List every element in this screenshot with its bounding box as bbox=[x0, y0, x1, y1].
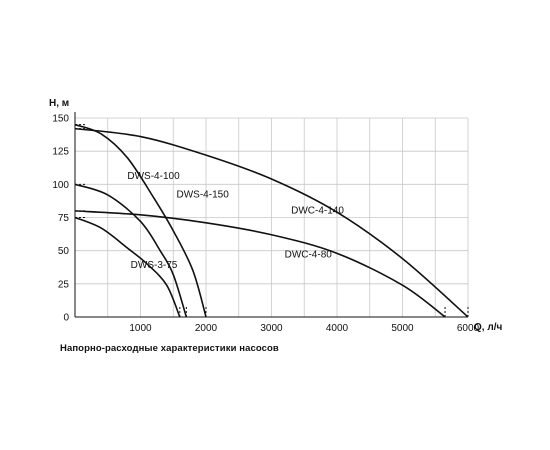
y-tick-label: 125 bbox=[52, 147, 69, 158]
x-tick-label: 2000 bbox=[195, 323, 218, 334]
x-tick-label: 1000 bbox=[129, 323, 152, 334]
x-tick-label: 4000 bbox=[326, 323, 349, 334]
x-tick-label: 3000 bbox=[260, 323, 283, 334]
y-axis-label: H, м bbox=[49, 98, 69, 109]
series-label: DWS-4-100 bbox=[127, 171, 180, 182]
y-tick-label: 50 bbox=[58, 246, 70, 257]
series-label: DWS-3-75 bbox=[131, 260, 178, 271]
y-tick-label: 25 bbox=[58, 279, 70, 290]
series-curve bbox=[74, 127, 469, 318]
series-curve bbox=[74, 216, 181, 318]
series-labels: DWS-4-150 DWC-4-140 DWS-4-100 DWC-4-80 DWS-3… bbox=[127, 171, 344, 271]
chart-caption: Напорно-расходные характеристики насосов bbox=[60, 343, 279, 354]
series-curves bbox=[74, 123, 469, 318]
y-tick-label: 150 bbox=[52, 114, 69, 125]
x-tick-label: 5000 bbox=[391, 323, 414, 334]
tick-labels: 0 25 50 75 100 125 150 1000 2000 3000 4000 5000 6000 bbox=[52, 114, 479, 335]
series-curve bbox=[74, 123, 207, 318]
series-curve bbox=[74, 210, 446, 318]
x-tick-label: 6000 bbox=[457, 323, 480, 334]
series-label: DWS-4-150 bbox=[177, 190, 230, 201]
x-axis-label: Q, л/ч bbox=[474, 322, 502, 333]
series-curve bbox=[74, 183, 188, 318]
series-label: DWC-4-140 bbox=[291, 206, 344, 217]
grid bbox=[74, 112, 469, 318]
y-tick-label: 100 bbox=[52, 180, 69, 191]
series-label: DWC-4-80 bbox=[285, 249, 333, 260]
y-tick-label: 75 bbox=[58, 213, 70, 224]
y-tick-label: 0 bbox=[63, 313, 69, 324]
